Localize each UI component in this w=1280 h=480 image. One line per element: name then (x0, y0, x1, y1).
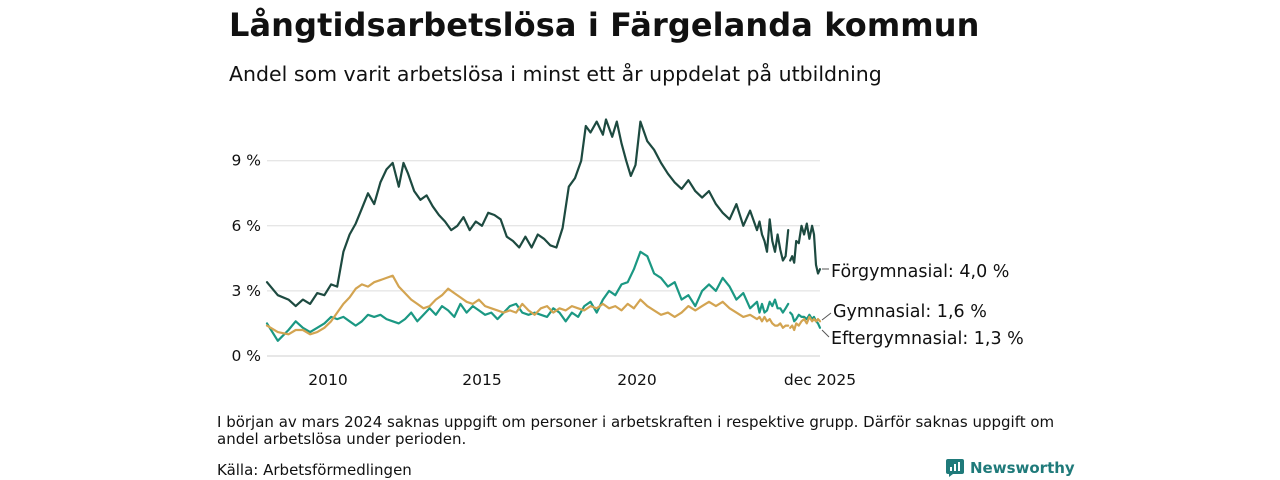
end-label-förgymnasial: Förgymnasial: 4,0 % (831, 262, 1009, 282)
y-axis: 0 % 3 % 6 % 9 % (231, 152, 261, 365)
end-labels: Förgymnasial: 4,0 % Gymnasial: 1,6 % Efter… (821, 262, 1024, 349)
series-line-förgymnasial (789, 222, 822, 275)
y-tick-label: 9 % (231, 152, 261, 170)
x-axis: 2010 2015 2020 dec 2025 (308, 371, 856, 389)
series-line-eftergymnasial (789, 315, 822, 332)
end-label-gymnasial: Gymnasial: 1,6 % (833, 302, 987, 322)
newsworthy-icon (946, 459, 964, 477)
grid (267, 160, 820, 357)
x-tick-label: dec 2025 (784, 371, 856, 389)
series-line-gymnasial (265, 250, 790, 342)
brand-logo: Newsworthy (946, 459, 1075, 477)
y-tick-label: 0 % (231, 347, 261, 365)
line-chart: 0 % 3 % 6 % 9 % 2010 2015 2020 dec 2025 Förgym… (231, 118, 1024, 389)
chart-title: Långtidsarbetslösa i Färgelanda kommun (229, 6, 980, 44)
label-connector (821, 329, 830, 338)
label-connector (821, 312, 832, 321)
y-tick-label: 6 % (231, 217, 261, 235)
y-tick-label: 3 % (231, 282, 261, 300)
brand-name: Newsworthy (970, 459, 1075, 477)
series-line-förgymnasial (265, 118, 790, 308)
end-label-eftergymnasial: Eftergymnasial: 1,3 % (831, 329, 1024, 349)
series-line-eftergymnasial (265, 274, 790, 336)
footnote: I början av mars 2024 saknas uppgift om … (217, 413, 1055, 448)
source-note: Källa: Arbetsförmedlingen (217, 461, 412, 479)
series-lines (265, 118, 822, 342)
x-tick-label: 2020 (617, 371, 656, 389)
chart-subtitle: Andel som varit arbetslösa i minst ett å… (229, 62, 882, 86)
x-tick-label: 2015 (462, 371, 501, 389)
x-tick-label: 2010 (308, 371, 347, 389)
